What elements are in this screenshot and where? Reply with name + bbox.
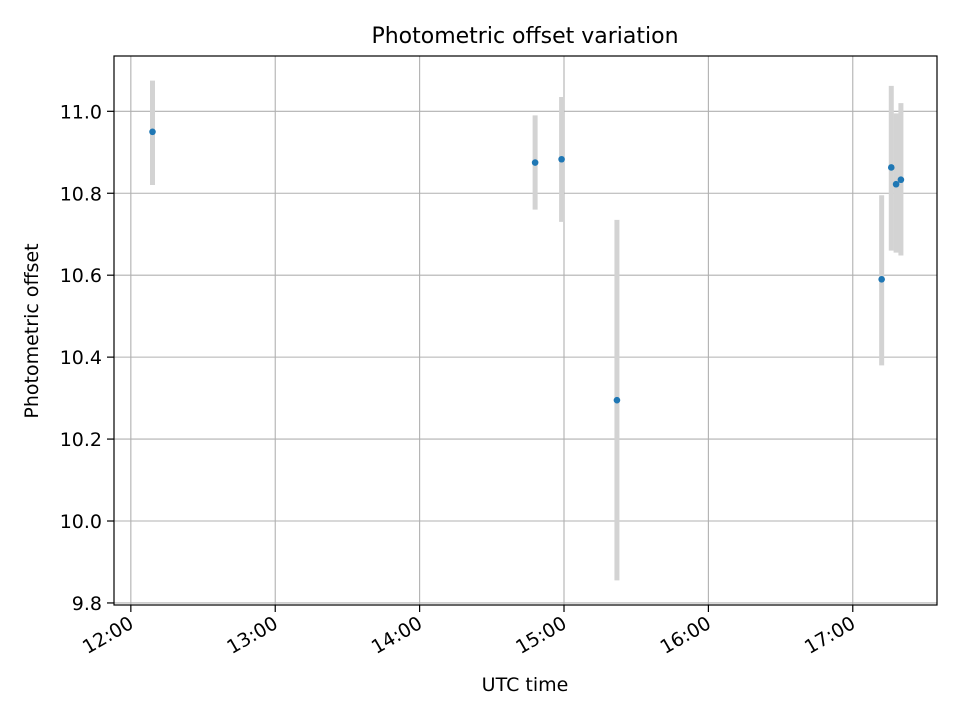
grid [114,56,937,605]
chart-title: Photometric offset variation [371,24,678,49]
y-tick-label: 10.0 [60,511,102,533]
y-axis-label: Photometric offset [21,243,43,418]
y-tick-label: 10.6 [60,265,102,287]
data-point [558,155,565,163]
plot-frame [113,55,938,606]
data-point [892,180,900,188]
data-points [149,128,905,404]
y-axis-ticks: 9.8 10.0 10.2 10.4 10.6 10.8 11.0 [60,101,114,615]
data-point [149,128,156,136]
y-tick-label: 10.4 [60,347,102,369]
y-tick-label: 10.2 [60,429,102,451]
data-point [897,176,905,184]
x-axis-label: UTC time [482,674,569,696]
y-tick-label: 10.8 [60,183,102,205]
y-tick-label: 9.8 [72,593,102,615]
y-tick-label: 11.0 [60,101,102,123]
data-point [887,164,895,171]
data-point [878,275,885,283]
data-point [531,159,539,166]
data-point [613,396,621,404]
